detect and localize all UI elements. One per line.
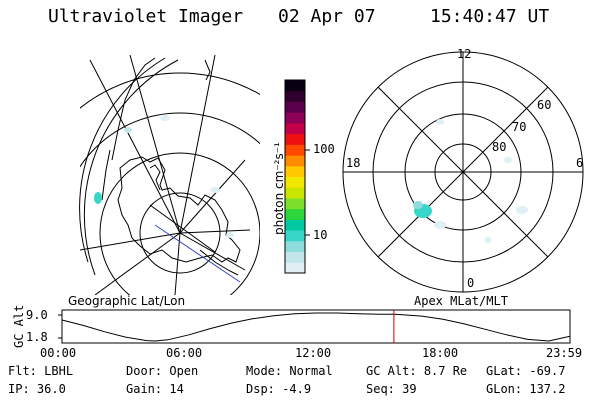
mlt-line <box>377 86 549 258</box>
lon-line <box>80 232 181 251</box>
instrument-title: Ultraviolet Imager <box>48 6 244 27</box>
lon-line <box>179 232 246 271</box>
lat-circle <box>99 152 260 295</box>
colorbar-segment <box>285 112 305 124</box>
aurora-spot <box>516 206 528 214</box>
timeline-ytick-label: 1.8 <box>26 330 48 344</box>
colorbar-segment <box>285 90 305 102</box>
aurora-spot <box>504 157 512 163</box>
lat-circle <box>80 112 260 168</box>
gc-alt-status: GC Alt: 8.7 Re <box>366 364 468 378</box>
aurora-spot <box>124 127 132 133</box>
colorbar-segment <box>285 219 305 231</box>
mlt-label-6: 6 <box>576 156 584 170</box>
colorbar-segment <box>285 133 305 145</box>
lat-label-60: 60 <box>537 98 552 112</box>
polar-grid <box>342 51 584 293</box>
colorbar-segment <box>285 197 305 210</box>
colorbar <box>285 80 305 274</box>
timeline-xtick-label: 06:00 <box>166 346 203 360</box>
left-panel-label: Geographic Lat/Lon <box>68 294 186 308</box>
colorbar-unit-label: photon cm⁻²s⁻¹ <box>272 142 286 235</box>
mode-status: Mode: Normal <box>246 364 333 378</box>
aurora-spot <box>414 204 432 218</box>
colorbar-segment <box>285 165 305 177</box>
aurora-spot <box>413 201 423 209</box>
timeline-xtick-label: 23:59 <box>546 346 583 360</box>
colorbar-segment <box>285 240 305 253</box>
timeline-xtick-label: 18:00 <box>422 346 459 360</box>
lon-line <box>89 59 181 234</box>
polar-circle-60 <box>372 81 554 263</box>
glon-status: GLon: 137.2 <box>486 382 566 396</box>
lon-line <box>179 159 246 234</box>
colorbar-segment <box>285 155 305 167</box>
dsp-status: Dsp: -4.9 <box>246 382 312 396</box>
colorbar-segment <box>285 122 305 135</box>
colorbar-segment <box>285 80 305 92</box>
timeline-ylabel: GC Alt <box>12 304 26 348</box>
ip-status: IP: 36.0 <box>8 382 66 396</box>
gain-status: Gain: 14 <box>126 382 184 396</box>
door-status: Door: Open <box>126 364 199 378</box>
lon-line <box>129 55 181 234</box>
mlt-line <box>377 86 549 258</box>
colorbar-tick-100: 100 <box>313 142 335 156</box>
altitude-curve <box>61 312 571 342</box>
colorbar-segment <box>285 262 305 274</box>
timeline-xtick-label: 00:00 <box>40 346 77 360</box>
mlt-label-0: 0 <box>467 276 475 290</box>
colorbar-segment <box>285 208 305 220</box>
aurora-spot <box>434 221 446 229</box>
aurora-spot <box>226 232 234 238</box>
colorbar-tick-10: 10 <box>313 228 328 242</box>
colorbar-segment <box>285 144 305 156</box>
mlt-label-12: 12 <box>457 47 472 61</box>
colorbar-segment <box>285 176 305 188</box>
colorbar-segment <box>285 251 305 263</box>
aurora-spot <box>436 119 444 125</box>
aurora-spot <box>210 187 220 193</box>
aurora-spot <box>94 192 102 204</box>
lat-label-70: 70 <box>512 120 527 134</box>
polar-outer-circle <box>342 51 584 293</box>
timeline-xtick-label: 12:00 <box>295 346 332 360</box>
aurora-spot <box>484 237 492 243</box>
polar-circle-80 <box>434 143 492 201</box>
colorbar-segment <box>285 187 305 199</box>
seq-status: Seq: 39 <box>366 382 417 396</box>
lon-line <box>179 229 251 234</box>
colorbar-segment <box>285 230 305 242</box>
timeline-frame <box>61 309 571 344</box>
polar-circle-70 <box>404 113 522 231</box>
lon-line <box>94 232 181 295</box>
lon-line <box>174 232 181 295</box>
aurora-spot <box>160 115 170 121</box>
time-text: 15:40:47 UT <box>430 6 550 27</box>
glat-status: GLat: -69.7 <box>486 364 566 378</box>
lat-circle <box>139 192 221 274</box>
lat-label-80: 80 <box>492 140 507 154</box>
mlt-label-18: 18 <box>346 156 361 170</box>
timeline-ytick-label: 9.0 <box>26 308 48 322</box>
colorbar-frame <box>284 79 306 274</box>
right-panel-label: Apex MLat/MLT <box>414 294 508 308</box>
colorbar-segment <box>285 101 305 113</box>
filter-status: Flt: LBHL <box>8 364 74 378</box>
lat-circle <box>80 72 260 109</box>
date-text: 02 Apr 07 <box>278 6 376 27</box>
lon-line <box>179 55 216 234</box>
